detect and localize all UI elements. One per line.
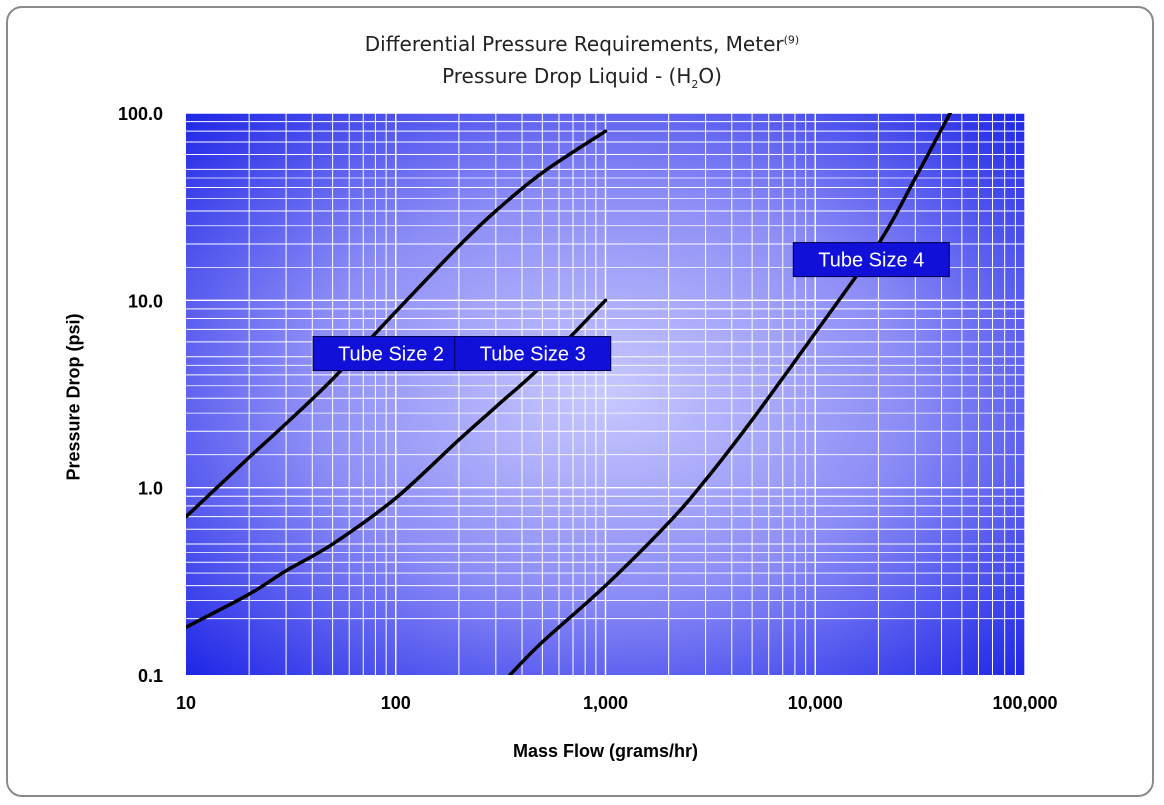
x-tick-label: 1,000 (583, 693, 628, 713)
series-line-2 (186, 129, 608, 519)
series-label-box (792, 242, 950, 278)
series-labels: Tube Size 2 Tube Size 3 Tube Size 4 (312, 242, 950, 372)
y-tick-label: 1.0 (138, 479, 163, 499)
series-label-3: Tube Size 3 (454, 336, 612, 372)
y-ticks: 0.1 1.0 10.0 100.0 (118, 104, 163, 686)
series-label-text: Tube Size 2 (338, 344, 444, 366)
y-tick-label: 100.0 (118, 104, 163, 124)
series-label-4: Tube Size 4 (792, 242, 950, 278)
x-tick-label: 100,000 (992, 693, 1057, 713)
series-label-box (454, 336, 612, 372)
x-axis-label: Mass Flow (grams/hr) (512, 741, 699, 761)
chart-subtitle-prefix: Pressure Drop Liquid - (H (442, 64, 692, 88)
x-tick-label: 10,000 (788, 693, 843, 713)
series-line-4 (508, 113, 952, 675)
series-group (186, 113, 952, 675)
chart-subtitle-subscript: 2 (691, 78, 699, 91)
x-tick-label: 100 (381, 693, 411, 713)
chart-title: Differential Pressure Requirements, Mete… (0, 32, 1164, 56)
series-label-text: Tube Size 3 (480, 344, 586, 366)
chart-subtitle-suffix: O) (698, 64, 722, 88)
series-label-text: Tube Size 4 (818, 250, 924, 272)
y-tick-label: 10.0 (128, 291, 163, 311)
series-label-2: Tube Size 2 (312, 336, 470, 372)
chart-title-footnote: (9) (783, 33, 800, 47)
chart-subtitle: Pressure Drop Liquid - (H2O) (0, 64, 1164, 91)
grid (186, 112, 1026, 675)
series-label-box (312, 336, 470, 372)
y-tick-label: 0.1 (138, 666, 163, 686)
chart-title-text: Differential Pressure Requirements, Mete… (364, 32, 784, 56)
x-ticks: 10 100 1,000 10,000 100,000 (176, 693, 1058, 713)
x-tick-label: 10 (176, 693, 196, 713)
series-line-3 (186, 298, 608, 629)
